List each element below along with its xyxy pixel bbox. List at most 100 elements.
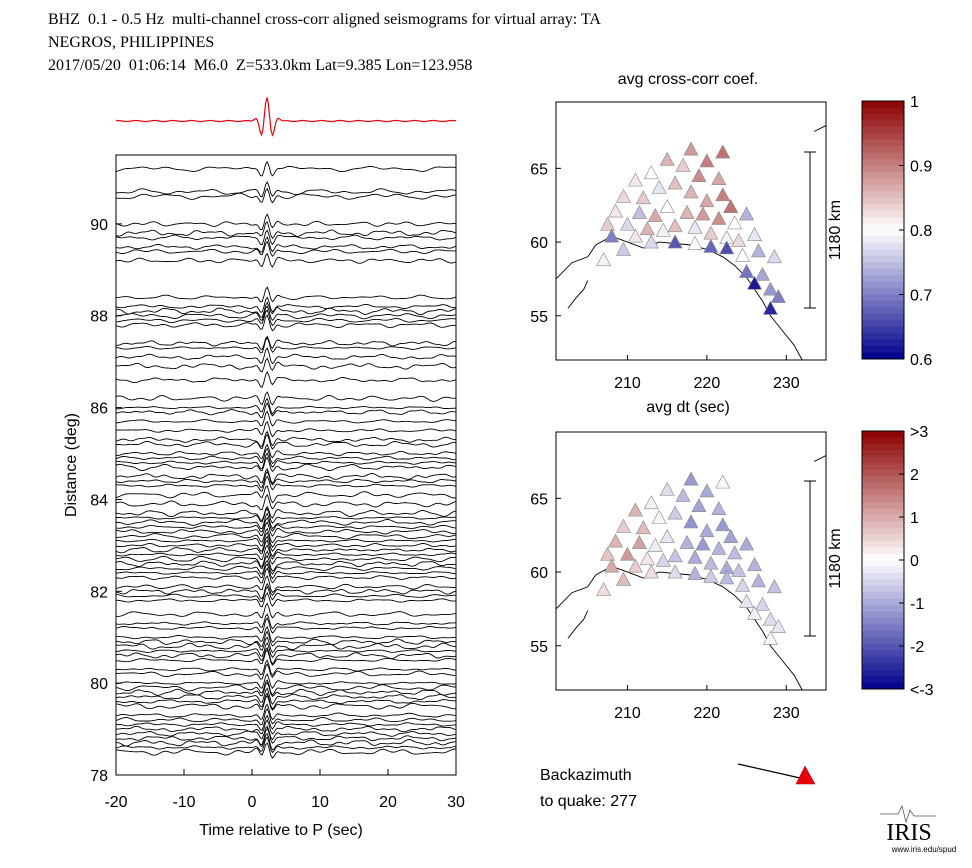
island-coastline: [567, 610, 589, 639]
seismogram-trace: [115, 236, 457, 253]
y-tick-label: 90: [90, 217, 108, 234]
seismogram-trace: [115, 692, 457, 710]
seismogram-trace: [116, 507, 457, 524]
seismogram-trace: [115, 397, 456, 415]
station-triangle-icon: [719, 570, 735, 585]
map-x-tick-label: 220: [694, 705, 721, 722]
seismogram-trace: [115, 527, 457, 544]
colorbar-segment: [862, 197, 904, 205]
station-triangle-icon: [643, 234, 659, 249]
seismogram-trace: [115, 286, 457, 303]
colorbar-segment: [862, 437, 904, 445]
colorbar-segment: [862, 346, 904, 354]
colorbar-segment: [862, 146, 904, 154]
station-triangle-icon: [695, 206, 711, 221]
station-triangle-icon: [627, 502, 643, 517]
map-ccc-title: avg cross-corr coef.: [618, 71, 758, 88]
backazimuth-value: to quake: 277: [540, 793, 637, 810]
station-triangle-icon: [667, 548, 683, 563]
colorbar-segment: [862, 521, 904, 529]
colorbar-segment: [862, 566, 904, 574]
map-ccc: 1180 km 210 220 230 55 60 65: [530, 101, 844, 392]
colorbar-segment: [862, 598, 904, 606]
seismogram-trace: [115, 591, 457, 608]
station-triangle-icon: [679, 204, 695, 219]
y-tick-label: 82: [90, 584, 108, 601]
colorbar-segment: [862, 255, 904, 263]
event-region: NEGROS, PHILIPPINES: [48, 34, 215, 51]
x-tick-label: -10: [172, 794, 195, 811]
x-axis-label: Time relative to P (sec): [199, 822, 363, 839]
seismogram-trace: [115, 240, 456, 258]
station-triangle-icon: [715, 187, 731, 202]
seismogram-trace: [115, 347, 457, 365]
station-triangle-icon: [651, 179, 667, 194]
seismogram-trace: [115, 679, 456, 696]
seismogram-trace: [115, 649, 457, 666]
seismogram-trace: [115, 430, 456, 447]
seismogram-trace: [115, 642, 457, 659]
station-triangle-icon: [762, 281, 778, 296]
colorbar-segment: [862, 133, 904, 141]
colorbar-segment: [862, 275, 904, 283]
station-triangle-icon: [699, 153, 715, 168]
station-triangle-icon: [687, 219, 703, 234]
colorbar-segment: [862, 553, 904, 561]
station-triangle-icon: [703, 568, 719, 583]
station-triangle-icon: [687, 235, 703, 250]
seismogram-trace: [115, 554, 457, 572]
station-triangle-icon: [747, 275, 763, 290]
station-triangle-icon: [647, 207, 663, 222]
colorbar-segment: [862, 450, 904, 458]
colorbar-segment: [862, 534, 904, 542]
colorbar-segment: [862, 514, 904, 522]
seismogram-trace: [115, 535, 457, 552]
seismogram-trace: [116, 636, 456, 654]
seismogram-trace: [115, 357, 457, 373]
backazimuth-line: [737, 763, 801, 779]
seismogram-trace: [115, 663, 457, 680]
seismogram-trace: [115, 467, 457, 485]
seismogram-trace: [115, 694, 456, 711]
map-x-tick-label: 230: [773, 375, 800, 392]
seismogram-trace: [115, 707, 457, 726]
station-triangle-icon: [739, 536, 755, 551]
colorbar-segment: [862, 618, 904, 625]
station-triangle-icon: [643, 165, 659, 180]
station-triangle-icon: [731, 232, 747, 247]
record-section-ticks: -20 -10 0 10 20 30 78 80 82 84 86 88 90: [90, 217, 465, 811]
map-x-tick-label: 210: [614, 375, 641, 392]
seismogram-trace: [115, 229, 457, 246]
station-triangle-icon: [695, 536, 711, 551]
colorbar-tick-label: 0.8: [910, 223, 932, 240]
colorbar-segment: [862, 431, 904, 438]
seismogram-trace: [115, 630, 457, 647]
colorbar-ccc: 1 0.9 0.8 0.7 0.6: [861, 94, 932, 369]
seismogram-trace: [115, 681, 457, 698]
x-tick-label: 10: [311, 794, 329, 811]
seismogram-trace: [115, 410, 457, 427]
station-triangle-icon: [627, 558, 643, 573]
seismogram-trace: [115, 221, 457, 239]
seismogram-trace: [115, 213, 457, 231]
y-tick-label: 88: [90, 309, 108, 326]
stack-trace: [116, 97, 457, 137]
seismogram-trace: [115, 659, 457, 676]
colorbar-tick-label: -2: [910, 639, 924, 656]
colorbar-segment: [862, 624, 904, 632]
seismogram-trace: [115, 305, 457, 322]
station-triangle-icon: [735, 577, 751, 592]
station-triangle-icon: [711, 540, 727, 555]
colorbar-segment: [862, 560, 904, 567]
seismogram-trace: [116, 452, 457, 470]
seismogram-trace: [115, 187, 457, 204]
station-triangle-icon: [639, 551, 655, 566]
colorbar-segment: [862, 313, 904, 321]
seismogram-trace: [115, 550, 457, 568]
colorbar-segment: [862, 191, 904, 199]
station-triangle-icon: [687, 549, 703, 564]
seismogram-trace: [115, 617, 457, 634]
station-triangle-icon: [683, 141, 699, 156]
colorbar-segment: [862, 527, 904, 535]
